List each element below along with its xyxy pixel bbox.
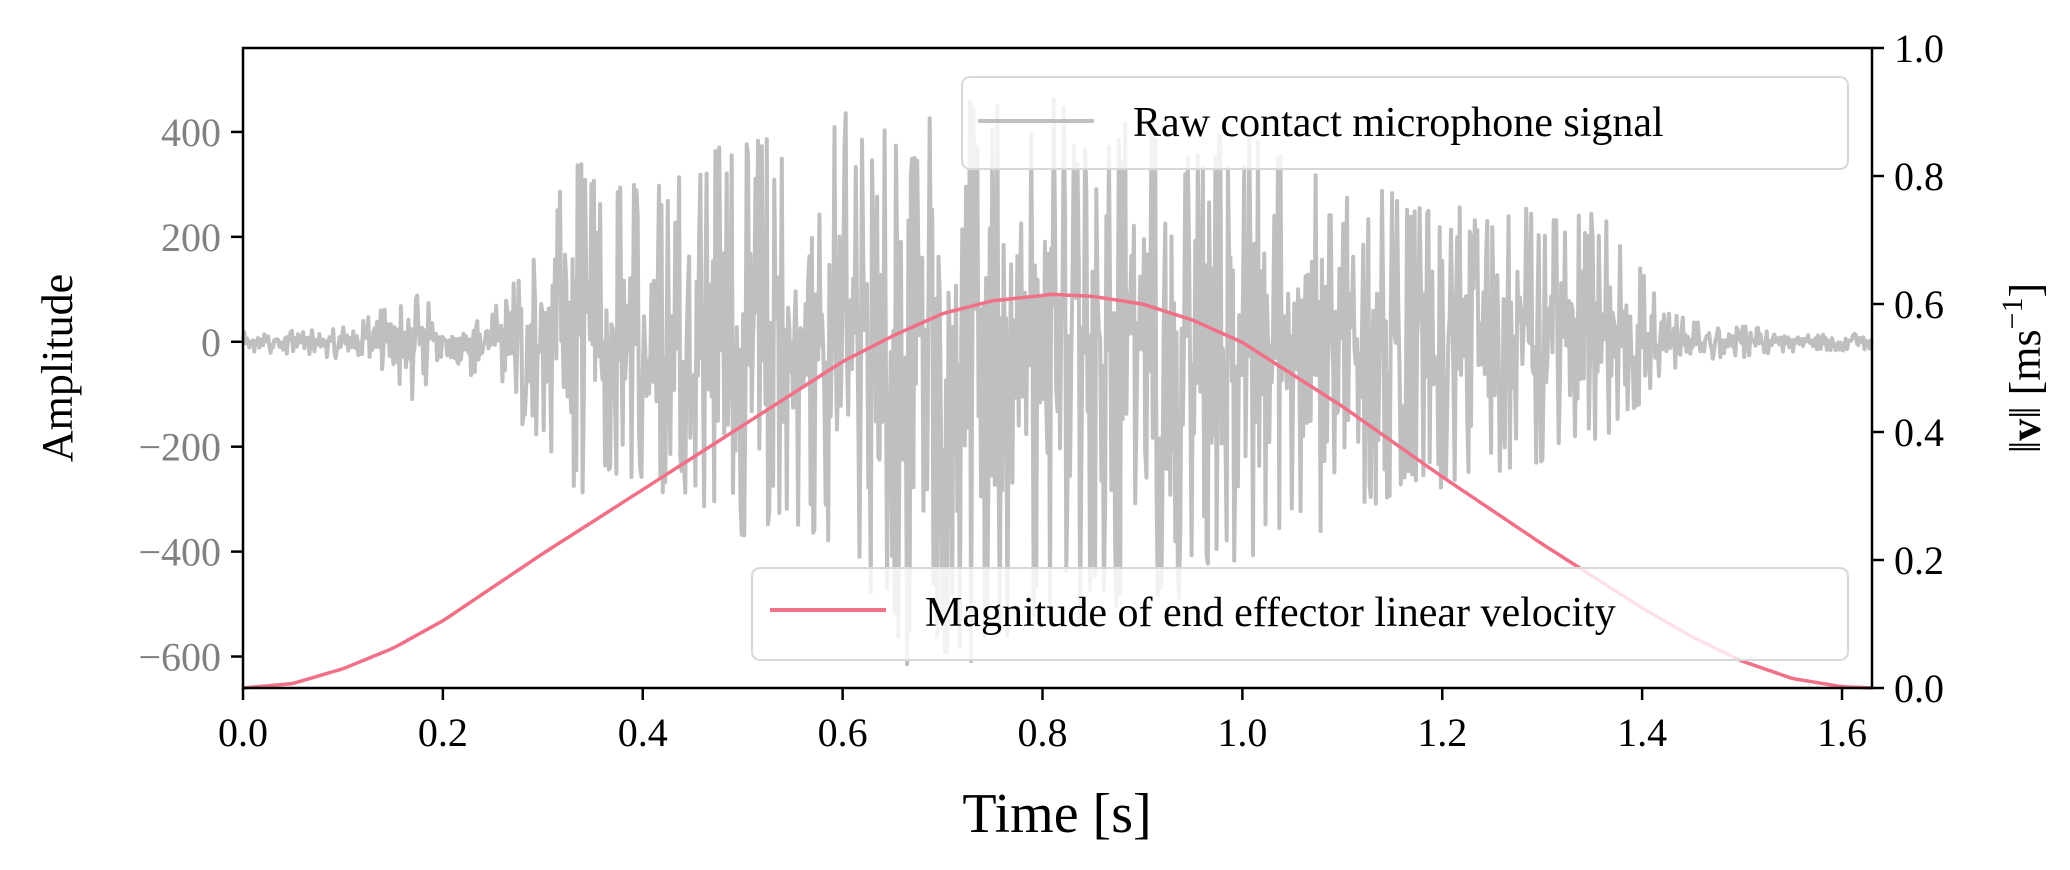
right-y-tick-label: 0.2 (1894, 538, 1944, 583)
axes-frame (241, 46, 1874, 690)
x-tick-label: 0.2 (418, 710, 468, 755)
right-y-tick-label: 0.8 (1894, 154, 1944, 199)
right-y-tick-label: 0.0 (1894, 666, 1944, 711)
legend-velocity: Magnitude of end effector linear velocit… (751, 567, 1849, 661)
right-y-label-close: ] (2001, 283, 2050, 298)
right-y-label-v: v (2001, 419, 2050, 441)
left-y-tick-label: −400 (138, 530, 221, 575)
right-y-label-exponent: −1 (1996, 298, 2029, 330)
left-y-tick-label: 0 (201, 320, 221, 365)
right-y-axis: 0.0 0.2 0.4 0.6 0.8 1.0 (1872, 26, 1944, 711)
left-y-tick-label: −200 (138, 425, 221, 470)
right-y-axis-label: ‖v‖ [ms−1] (1996, 283, 2050, 453)
x-tick-label: 0.8 (1018, 710, 1068, 755)
x-tick-label: 1.0 (1217, 710, 1267, 755)
legend-raw-signal: Raw contact microphone signal (961, 76, 1849, 170)
legend-velocity-label: Magnitude of end effector linear velocit… (925, 590, 1616, 636)
right-y-tick-label: 1.0 (1894, 26, 1944, 71)
raw-microphone-signal-line (241, 97, 1874, 667)
left-y-tick-label: 400 (161, 110, 221, 155)
left-y-tick-label: 200 (161, 215, 221, 260)
left-y-axis: 400 200 0 −200 −400 −600 (138, 110, 243, 680)
x-tick-label: 0.0 (218, 710, 268, 755)
x-axis-label: Time [s] (962, 783, 1151, 845)
right-y-tick-label: 0.6 (1894, 282, 1944, 327)
right-y-label-unit: ‖ [ms (2001, 329, 2050, 418)
left-y-tick-label: −600 (138, 635, 221, 680)
left-y-axis-label: Amplitude (33, 274, 82, 462)
legend-raw-signal-label: Raw contact microphone signal (1133, 100, 1664, 146)
x-tick-label: 1.2 (1417, 710, 1467, 755)
legend-raw-signal-frame (961, 76, 1849, 170)
x-tick-label: 1.4 (1617, 710, 1667, 755)
x-tick-label: 1.6 (1817, 710, 1867, 755)
legend-velocity-frame (751, 567, 1849, 661)
right-y-label-norm-open: ‖ (2001, 441, 2050, 453)
x-tick-label: 0.4 (618, 710, 668, 755)
x-tick-label: 0.6 (818, 710, 868, 755)
right-y-tick-label: 0.4 (1894, 410, 1944, 455)
x-axis: 0.0 0.2 0.4 0.6 0.8 1.0 1.2 1.4 1.6 (218, 688, 1867, 755)
